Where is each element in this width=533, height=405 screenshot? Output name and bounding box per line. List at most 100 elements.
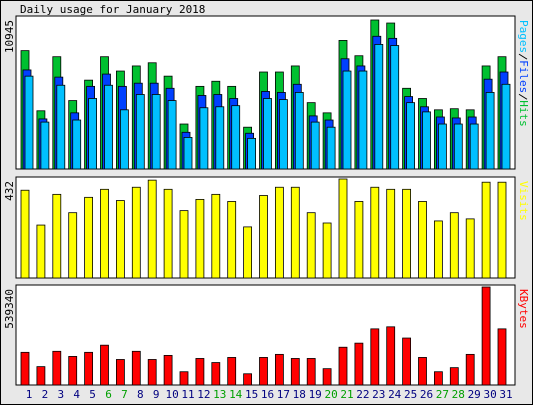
bar	[84, 196, 93, 279]
bar	[326, 126, 336, 170]
bar	[56, 84, 66, 170]
x-tick-label: 19	[309, 388, 322, 401]
bar	[179, 210, 189, 279]
bar	[36, 366, 46, 386]
x-tick-label: 26	[420, 388, 433, 401]
x-tick-label: 4	[73, 388, 80, 401]
bar	[485, 92, 495, 170]
bar	[402, 337, 412, 386]
x-tick-label: 5	[89, 388, 96, 401]
bar	[290, 358, 300, 386]
bar	[406, 102, 416, 170]
x-tick-label: 22	[356, 388, 369, 401]
x-tick-label: 30	[483, 388, 496, 401]
legend-entry: KBytes	[517, 289, 530, 329]
x-tick-label: 9	[153, 388, 160, 401]
bar	[322, 222, 332, 279]
legend-entry: Hits	[517, 100, 530, 127]
bar	[36, 224, 46, 279]
bar	[151, 94, 161, 170]
bar	[449, 212, 459, 279]
bar	[88, 98, 97, 170]
x-tick-label: 24	[388, 388, 402, 401]
legend-entry: Files	[517, 60, 530, 93]
x-tick-label: 8	[137, 388, 144, 401]
bar	[481, 181, 491, 279]
x-tick-label: 25	[404, 388, 417, 401]
x-tick-label: 14	[229, 388, 243, 401]
x-tick-label: 11	[181, 388, 194, 401]
bar	[386, 188, 396, 279]
y-tick-label: 432	[3, 181, 16, 201]
bar	[418, 357, 427, 386]
bar	[211, 193, 221, 279]
bar	[227, 201, 237, 279]
bar	[120, 109, 129, 170]
bar	[68, 356, 78, 386]
legend-entry: Visits	[517, 181, 530, 221]
bar	[418, 201, 427, 279]
bar	[338, 346, 348, 386]
bar	[342, 70, 352, 170]
bar	[84, 351, 93, 386]
bar	[199, 107, 209, 170]
bar	[179, 371, 189, 386]
y-axis-label: Pages Files Hits	[517, 20, 530, 127]
bar	[40, 121, 50, 170]
bar	[501, 83, 511, 170]
x-tick-label: 16	[261, 388, 274, 401]
chart-title: Daily usage for January 2018	[20, 3, 205, 16]
x-tick-label: 12	[197, 388, 210, 401]
bar	[294, 92, 304, 170]
bar	[390, 45, 400, 170]
bar	[437, 123, 447, 170]
x-tick-label: 13	[213, 388, 226, 401]
bar	[322, 368, 332, 386]
bar	[433, 220, 443, 279]
bar	[263, 98, 272, 170]
x-tick-label: 29	[468, 388, 481, 401]
bar	[163, 188, 173, 279]
x-tick-label: 7	[121, 388, 128, 401]
bar	[370, 328, 380, 386]
bar	[131, 186, 141, 279]
bar	[163, 354, 173, 386]
separator	[518, 93, 528, 100]
y-axis-label: Visits	[517, 181, 530, 221]
bar	[386, 326, 396, 386]
x-tick-label: 20	[324, 388, 337, 401]
bar	[68, 212, 78, 279]
x-tick-label: 17	[277, 388, 290, 401]
bar	[243, 373, 253, 386]
bar	[422, 111, 431, 170]
bar	[497, 328, 507, 386]
bar	[52, 193, 62, 279]
bar	[211, 362, 221, 386]
bar	[183, 137, 193, 170]
separator	[518, 53, 528, 60]
bar	[243, 226, 253, 279]
x-tick-label: 31	[499, 388, 512, 401]
bar	[469, 123, 479, 170]
bar	[358, 70, 368, 170]
x-tick-label: 6	[105, 388, 112, 401]
bar	[135, 94, 145, 170]
x-tick-label: 28	[452, 388, 465, 401]
bar	[147, 359, 157, 386]
bar	[278, 99, 288, 170]
y-tick-label: 10945	[3, 20, 16, 53]
y-tick-label: 539340	[3, 289, 16, 329]
bar	[20, 351, 30, 386]
bar	[195, 358, 205, 386]
bar	[215, 106, 225, 170]
bar	[24, 75, 34, 170]
x-tick-label: 23	[372, 388, 385, 401]
bar	[453, 123, 463, 170]
bar	[274, 186, 284, 279]
bar	[227, 357, 237, 386]
bar	[52, 350, 62, 386]
bar	[402, 188, 412, 279]
bar	[259, 357, 268, 386]
